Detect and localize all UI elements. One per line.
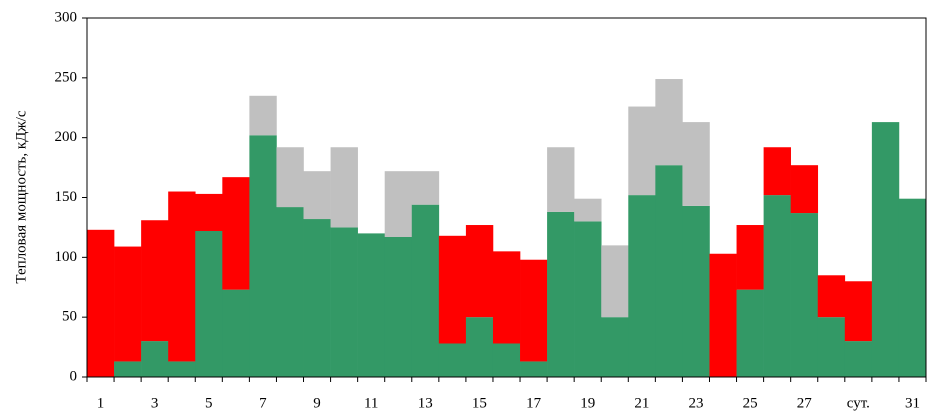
y-tick-label: 200	[55, 129, 78, 145]
bar-segment	[411, 171, 440, 205]
bar-segment	[492, 343, 521, 377]
bar-segment	[547, 211, 575, 377]
bar-segment	[790, 165, 819, 214]
y-tick-label: 50	[62, 309, 77, 325]
bar-segment	[520, 361, 548, 377]
bar-segment	[168, 361, 196, 377]
bar-segment	[249, 135, 277, 377]
bar-segment	[114, 246, 142, 362]
bar-segment	[168, 191, 196, 362]
bar-segment	[520, 259, 548, 362]
bar-segment	[276, 147, 304, 208]
bar-segment	[465, 317, 494, 377]
bar-segment	[655, 79, 683, 166]
x-tick-label: 1	[97, 395, 105, 411]
bar-segment	[384, 171, 413, 237]
bar-segment	[276, 207, 304, 377]
bar-segment	[574, 221, 602, 377]
x-tick-label: 27	[797, 395, 813, 411]
bar-segment	[438, 343, 467, 377]
x-tick-label: 3	[151, 395, 159, 411]
bar-segment	[222, 289, 250, 377]
x-tick-label: 23	[688, 395, 703, 411]
bar-segment	[438, 235, 467, 344]
bar-segment	[330, 227, 358, 377]
bar-segment	[303, 171, 331, 220]
y-tick-label: 0	[70, 368, 78, 384]
bar-segment	[195, 193, 223, 232]
bar-segment	[871, 122, 900, 377]
bar-segment	[763, 147, 791, 196]
x-tick-label: 9	[313, 395, 321, 411]
bar-segment	[709, 253, 737, 377]
bar-segment	[357, 233, 386, 377]
x-tick-label: 21	[634, 395, 649, 411]
bar-segment	[465, 225, 494, 318]
bar-segment	[87, 229, 115, 377]
bar-segment	[736, 225, 764, 290]
bar-segment	[844, 341, 873, 377]
y-tick-label: 300	[55, 9, 78, 25]
bar-segment	[574, 198, 602, 222]
bar-segment	[898, 198, 927, 377]
y-tick-label: 250	[55, 69, 78, 85]
bar-segment	[141, 341, 169, 377]
bar-segment	[222, 177, 250, 290]
x-tick-label: 5	[205, 395, 213, 411]
x-tick-label: 17	[526, 395, 542, 411]
bar-segment	[817, 317, 846, 377]
bar-segment	[655, 165, 683, 377]
bar-segment	[601, 245, 629, 318]
x-tick-label: 7	[259, 395, 267, 411]
x-tick-label: 11	[364, 395, 378, 411]
bar-segment	[682, 122, 710, 206]
bar-segment	[249, 95, 277, 136]
bar-segment	[547, 147, 575, 212]
bar-segment	[384, 236, 413, 377]
y-tick-label: 100	[55, 249, 78, 265]
bar-segment	[682, 205, 710, 377]
bar-segment	[844, 281, 873, 342]
bar-segment	[601, 317, 629, 377]
bar-segment	[303, 219, 331, 377]
bar-segment	[817, 275, 846, 318]
bar-segment	[141, 220, 169, 342]
bar-segment	[114, 361, 142, 377]
y-tick-label: 150	[55, 189, 78, 205]
y-axis-title: Тепловая мощность, кДж/с	[13, 110, 29, 284]
bar-segment	[628, 106, 656, 196]
bar-segment	[195, 231, 223, 377]
bar-segment	[790, 213, 819, 377]
bar-segment	[763, 195, 791, 377]
x-tick-label: 15	[472, 395, 487, 411]
bar-segment	[628, 195, 656, 377]
x-tick-label: 19	[580, 395, 595, 411]
x-tick-label: 25	[743, 395, 758, 411]
bar-segment	[411, 204, 440, 377]
bar-segment	[492, 251, 521, 344]
bar-segment	[330, 147, 358, 228]
x-tick-label: 31	[905, 395, 920, 411]
bar-segment	[736, 289, 764, 377]
x-tick-label: сут.	[847, 395, 870, 411]
x-tick-label: 13	[418, 395, 433, 411]
